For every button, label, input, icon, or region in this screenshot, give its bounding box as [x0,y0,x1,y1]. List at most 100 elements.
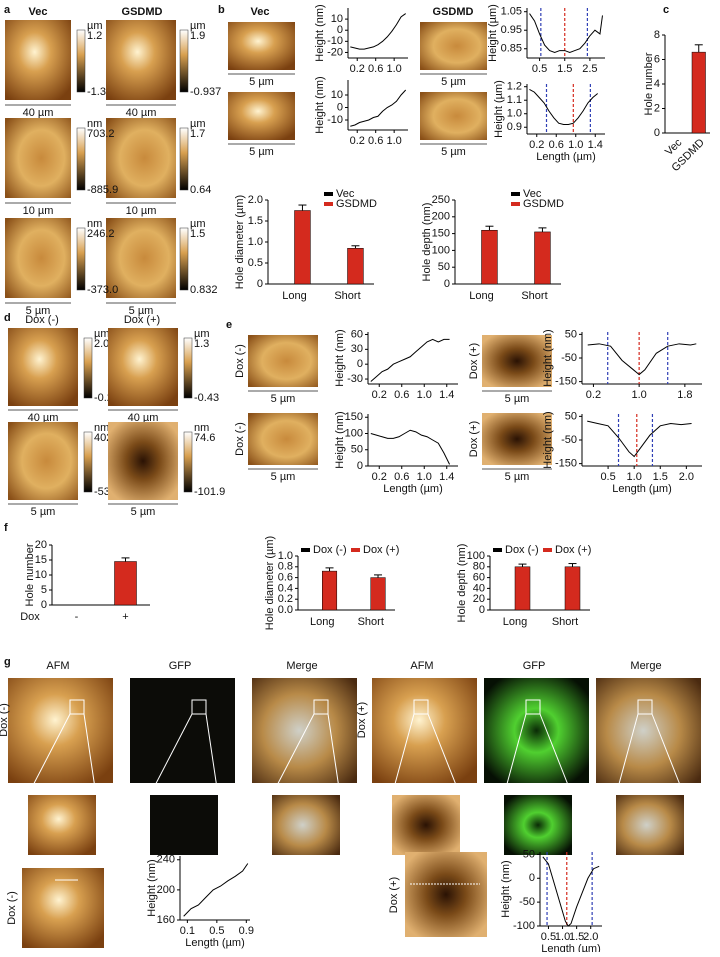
x-tick-label: 0.2 [529,139,544,151]
colorbar [179,29,189,93]
y-axis-label: Hole depth (nm) [456,544,468,623]
y-tick-label: 0 [337,101,343,113]
y-tick-label: 0.95 [501,24,522,36]
x-tick-label: 0.2 [586,389,601,401]
connector [149,713,193,796]
scale-label: 5 µm [26,305,51,317]
y-tick-label: 6 [654,53,660,65]
legend-swatch [493,548,502,552]
legend-label: GSDMD [523,198,564,210]
image [484,678,589,783]
label: AFM [410,660,433,672]
bar [564,566,581,611]
y-axis-label: Hole diameter (µm) [234,195,246,289]
y-tick-label: 0.0 [278,604,293,616]
y-tick-label: 0 [444,278,450,290]
x-tick-label: 0.2 [350,135,365,147]
y-tick-label: 20 [35,539,47,551]
y-tick-label: 30 [351,343,363,355]
scale-label: 5 µm [505,393,530,405]
image [108,328,178,406]
x-tick-label: 2.5 [582,63,597,75]
label: 2.0 [94,338,109,350]
connector [427,713,461,796]
label: 703.2 [87,128,115,140]
image [22,868,104,948]
colorbar [183,431,193,493]
y-tick-label: 40 [473,582,485,594]
scale-label: 40 µm [28,412,59,424]
legend-swatch [511,202,520,206]
y-tick-label: 1.0 [507,108,522,120]
x-tick-label: 0.5 [532,63,547,75]
label: µm [190,20,206,32]
scale-label: 10 µm [126,205,157,217]
colorbar [76,227,86,291]
panel-letter: b [218,4,225,16]
y-axis-label: Height (nm) [334,411,346,468]
y-tick-label: 100 [345,427,363,439]
profile [350,13,406,50]
panel-letter: g [4,656,11,668]
y-axis-label: Hole number [643,52,655,115]
legend-swatch [324,192,333,196]
y-axis-label: Hole depth (nm) [421,203,433,282]
x-tick-label: 1.5 [569,931,584,943]
x-axis-label: Length (µm) [383,483,443,495]
colorbar [83,337,93,399]
colorbar [179,127,189,191]
profile [350,89,407,127]
x-axis-label: Length (µm) [612,483,672,495]
label: GFP [169,660,192,672]
scale-label: 5 µm [31,506,56,518]
image [8,328,78,406]
panel-letter: f [4,522,8,534]
colorbar [76,29,86,93]
label: Dox (+) [388,877,400,913]
image [482,413,552,465]
y-axis-label: Hole number [24,543,36,606]
x-tick-label: 1.0 [417,389,432,401]
bar [481,229,498,285]
y-tick-label: 0 [479,604,485,616]
y-tick-label: 100 [432,244,450,256]
label: Dox (+) [468,343,480,379]
y-tick-label: 1.2 [507,81,522,93]
y-tick-label: 20 [473,593,485,605]
y-axis-label: Height (nm) [146,859,158,916]
label: µm [194,328,210,340]
x-tick-label: - [75,611,79,623]
x-tick-label: 0.6 [368,63,383,75]
x-tick-label: 0.6 [549,139,564,151]
x-tick-label: 1.8 [677,389,692,401]
y-tick-label: 150 [432,228,450,240]
connector [651,713,685,796]
image [420,92,487,140]
panel-letter: c [663,4,669,16]
y-tick-label: 1.5 [248,215,263,227]
y-tick-label: 0 [41,599,47,611]
label: Merge [286,660,317,672]
x-tick-label: 1.4 [588,139,603,151]
x-tick-label: 0.1 [180,925,195,937]
roi [525,699,541,715]
label: Dox (-) [234,344,246,378]
x-tick-label: 1.0 [555,931,570,943]
connector [503,713,527,796]
colorbar [179,227,189,291]
bar [294,210,311,285]
profile [370,338,450,382]
roi [637,699,653,715]
image [106,20,176,100]
y-tick-label: 80 [473,561,485,573]
label: Dox (-) [234,422,246,456]
profile [183,863,249,917]
label: -0.43 [194,392,219,404]
connector [271,713,315,796]
y-tick-label: 200 [157,884,175,896]
x-tick-label: 0.5 [541,931,556,943]
y-tick-label: 50 [523,848,535,860]
bar [114,561,137,606]
label: AFM [46,660,69,672]
